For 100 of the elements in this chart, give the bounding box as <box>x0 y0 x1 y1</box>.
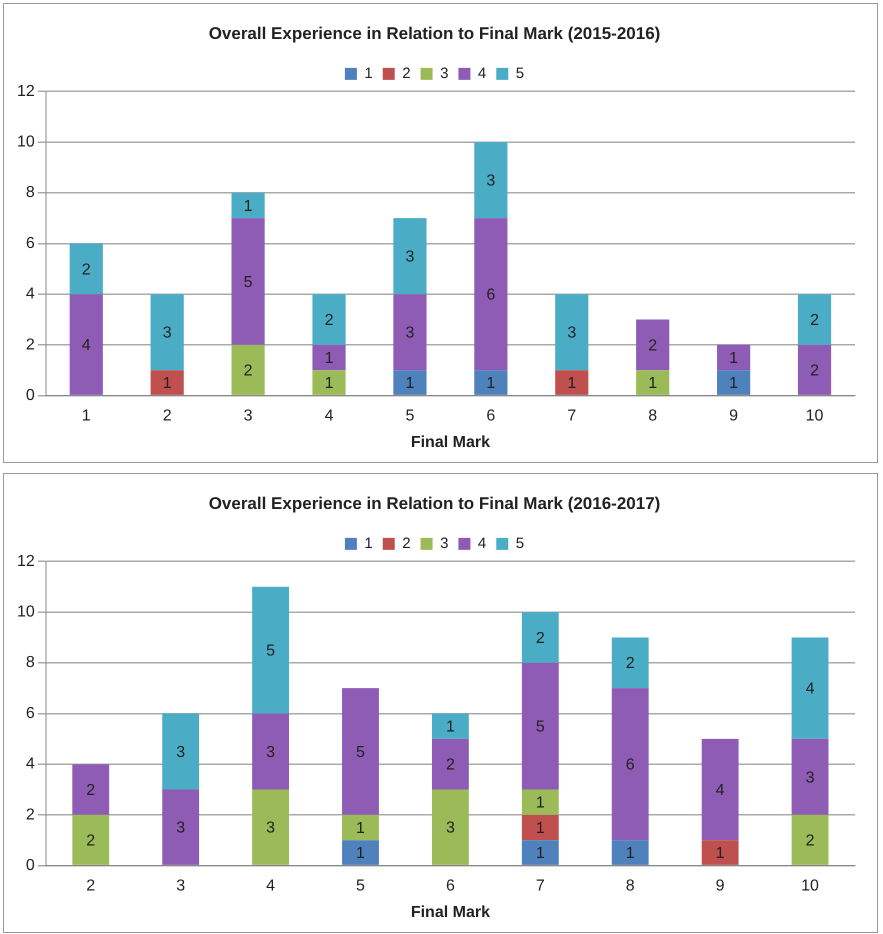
x-tick-label: 6 <box>486 408 496 425</box>
y-tick-label: 10 <box>17 134 35 151</box>
data-label: 4 <box>716 782 725 799</box>
bar <box>522 814 559 840</box>
bar <box>393 294 427 370</box>
data-label: 2 <box>446 756 455 774</box>
legend-label: 1 <box>364 65 373 82</box>
x-tick-label: 5 <box>356 878 366 895</box>
data-label: 5 <box>266 642 276 660</box>
chart-title: Overall Experience in Relation to Final Mark (2015-2016) <box>208 24 660 43</box>
bar <box>312 370 346 395</box>
data-label: 2 <box>82 261 91 278</box>
data-label: 5 <box>244 274 253 291</box>
bar <box>702 738 739 840</box>
data-label: 2 <box>806 832 815 850</box>
data-label: 3 <box>176 744 186 761</box>
bar <box>555 294 588 370</box>
legend-label: 3 <box>440 535 448 552</box>
data-label: 2 <box>626 655 635 672</box>
bar <box>432 738 469 790</box>
chart-title: Overall Experience in Relation to Final Mark (2016-2017) <box>208 494 660 513</box>
bar <box>432 714 469 739</box>
data-label: 1 <box>536 844 545 862</box>
legend-label: 4 <box>478 535 486 552</box>
legend-label: 5 <box>516 535 524 552</box>
bar <box>342 688 379 815</box>
data-label: 5 <box>536 718 545 736</box>
x-tick-label: 7 <box>536 878 545 895</box>
bar <box>702 840 739 865</box>
data-label: 2 <box>810 312 820 329</box>
bar <box>393 370 427 395</box>
data-label: 1 <box>729 374 738 392</box>
bar <box>474 218 508 370</box>
legend-label: 1 <box>364 535 373 552</box>
data-label: 6 <box>486 286 496 304</box>
y-tick-label: 2 <box>26 336 35 354</box>
data-label: 4 <box>82 336 91 354</box>
legend-label: 5 <box>516 65 524 82</box>
bar <box>798 294 832 345</box>
bar <box>162 714 200 790</box>
data-label: 2 <box>86 832 96 850</box>
y-tick-label: 4 <box>26 756 35 773</box>
bar <box>232 192 265 218</box>
x-tick-label: 9 <box>716 878 725 895</box>
x-tick-label: 8 <box>626 878 635 895</box>
bar <box>474 370 508 395</box>
data-label: 1 <box>324 350 334 367</box>
bar <box>792 738 828 815</box>
data-label: 2 <box>810 362 820 380</box>
data-label: 3 <box>266 820 276 837</box>
bar <box>612 840 649 865</box>
bar <box>522 840 559 865</box>
data-label: 1 <box>716 844 725 862</box>
data-label: 1 <box>729 350 738 367</box>
x-tick-label: 6 <box>446 878 455 895</box>
data-label: 3 <box>446 820 455 837</box>
data-label: 2 <box>536 630 545 647</box>
data-label: 1 <box>356 820 366 837</box>
data-label: 6 <box>626 756 635 774</box>
legend-label: 3 <box>440 65 448 82</box>
bar <box>792 814 828 865</box>
bar <box>636 370 670 395</box>
bar <box>312 344 346 370</box>
data-label: 3 <box>176 820 186 837</box>
y-tick-label: 0 <box>26 857 35 874</box>
bar <box>522 612 559 663</box>
x-tick-label: 9 <box>729 408 738 425</box>
x-tick-label: 4 <box>266 878 276 895</box>
y-tick-label: 2 <box>26 806 35 824</box>
y-tick-label: 6 <box>26 234 35 252</box>
x-tick-label: 8 <box>648 408 658 425</box>
x-axis-title: Final Mark <box>410 904 490 921</box>
data-label: 1 <box>356 844 366 862</box>
bar <box>150 294 184 370</box>
bar <box>792 637 828 739</box>
bar <box>232 218 265 345</box>
x-tick-label: 10 <box>801 878 820 895</box>
y-tick-label: 4 <box>26 286 35 303</box>
legend-label: 2 <box>402 65 411 82</box>
x-tick-label: 4 <box>324 408 334 425</box>
data-label: 1 <box>648 374 658 392</box>
x-tick-label: 2 <box>162 408 172 425</box>
bar <box>252 714 290 790</box>
data-label: 3 <box>405 248 414 266</box>
bar <box>555 370 588 395</box>
x-tick-label: 3 <box>244 408 253 425</box>
bar <box>342 814 379 840</box>
bar <box>717 344 750 370</box>
bar <box>72 764 110 815</box>
bar <box>717 370 750 395</box>
x-tick-label: 2 <box>86 878 96 895</box>
bar <box>70 244 103 294</box>
x-axis-title: Final Mark <box>410 434 490 451</box>
data-label: 3 <box>486 172 496 190</box>
legend-label: 4 <box>478 65 486 82</box>
bar <box>252 790 290 865</box>
bar <box>432 790 469 865</box>
bar <box>312 294 346 345</box>
data-label: 1 <box>486 374 496 392</box>
legend-label: 2 <box>402 535 411 552</box>
